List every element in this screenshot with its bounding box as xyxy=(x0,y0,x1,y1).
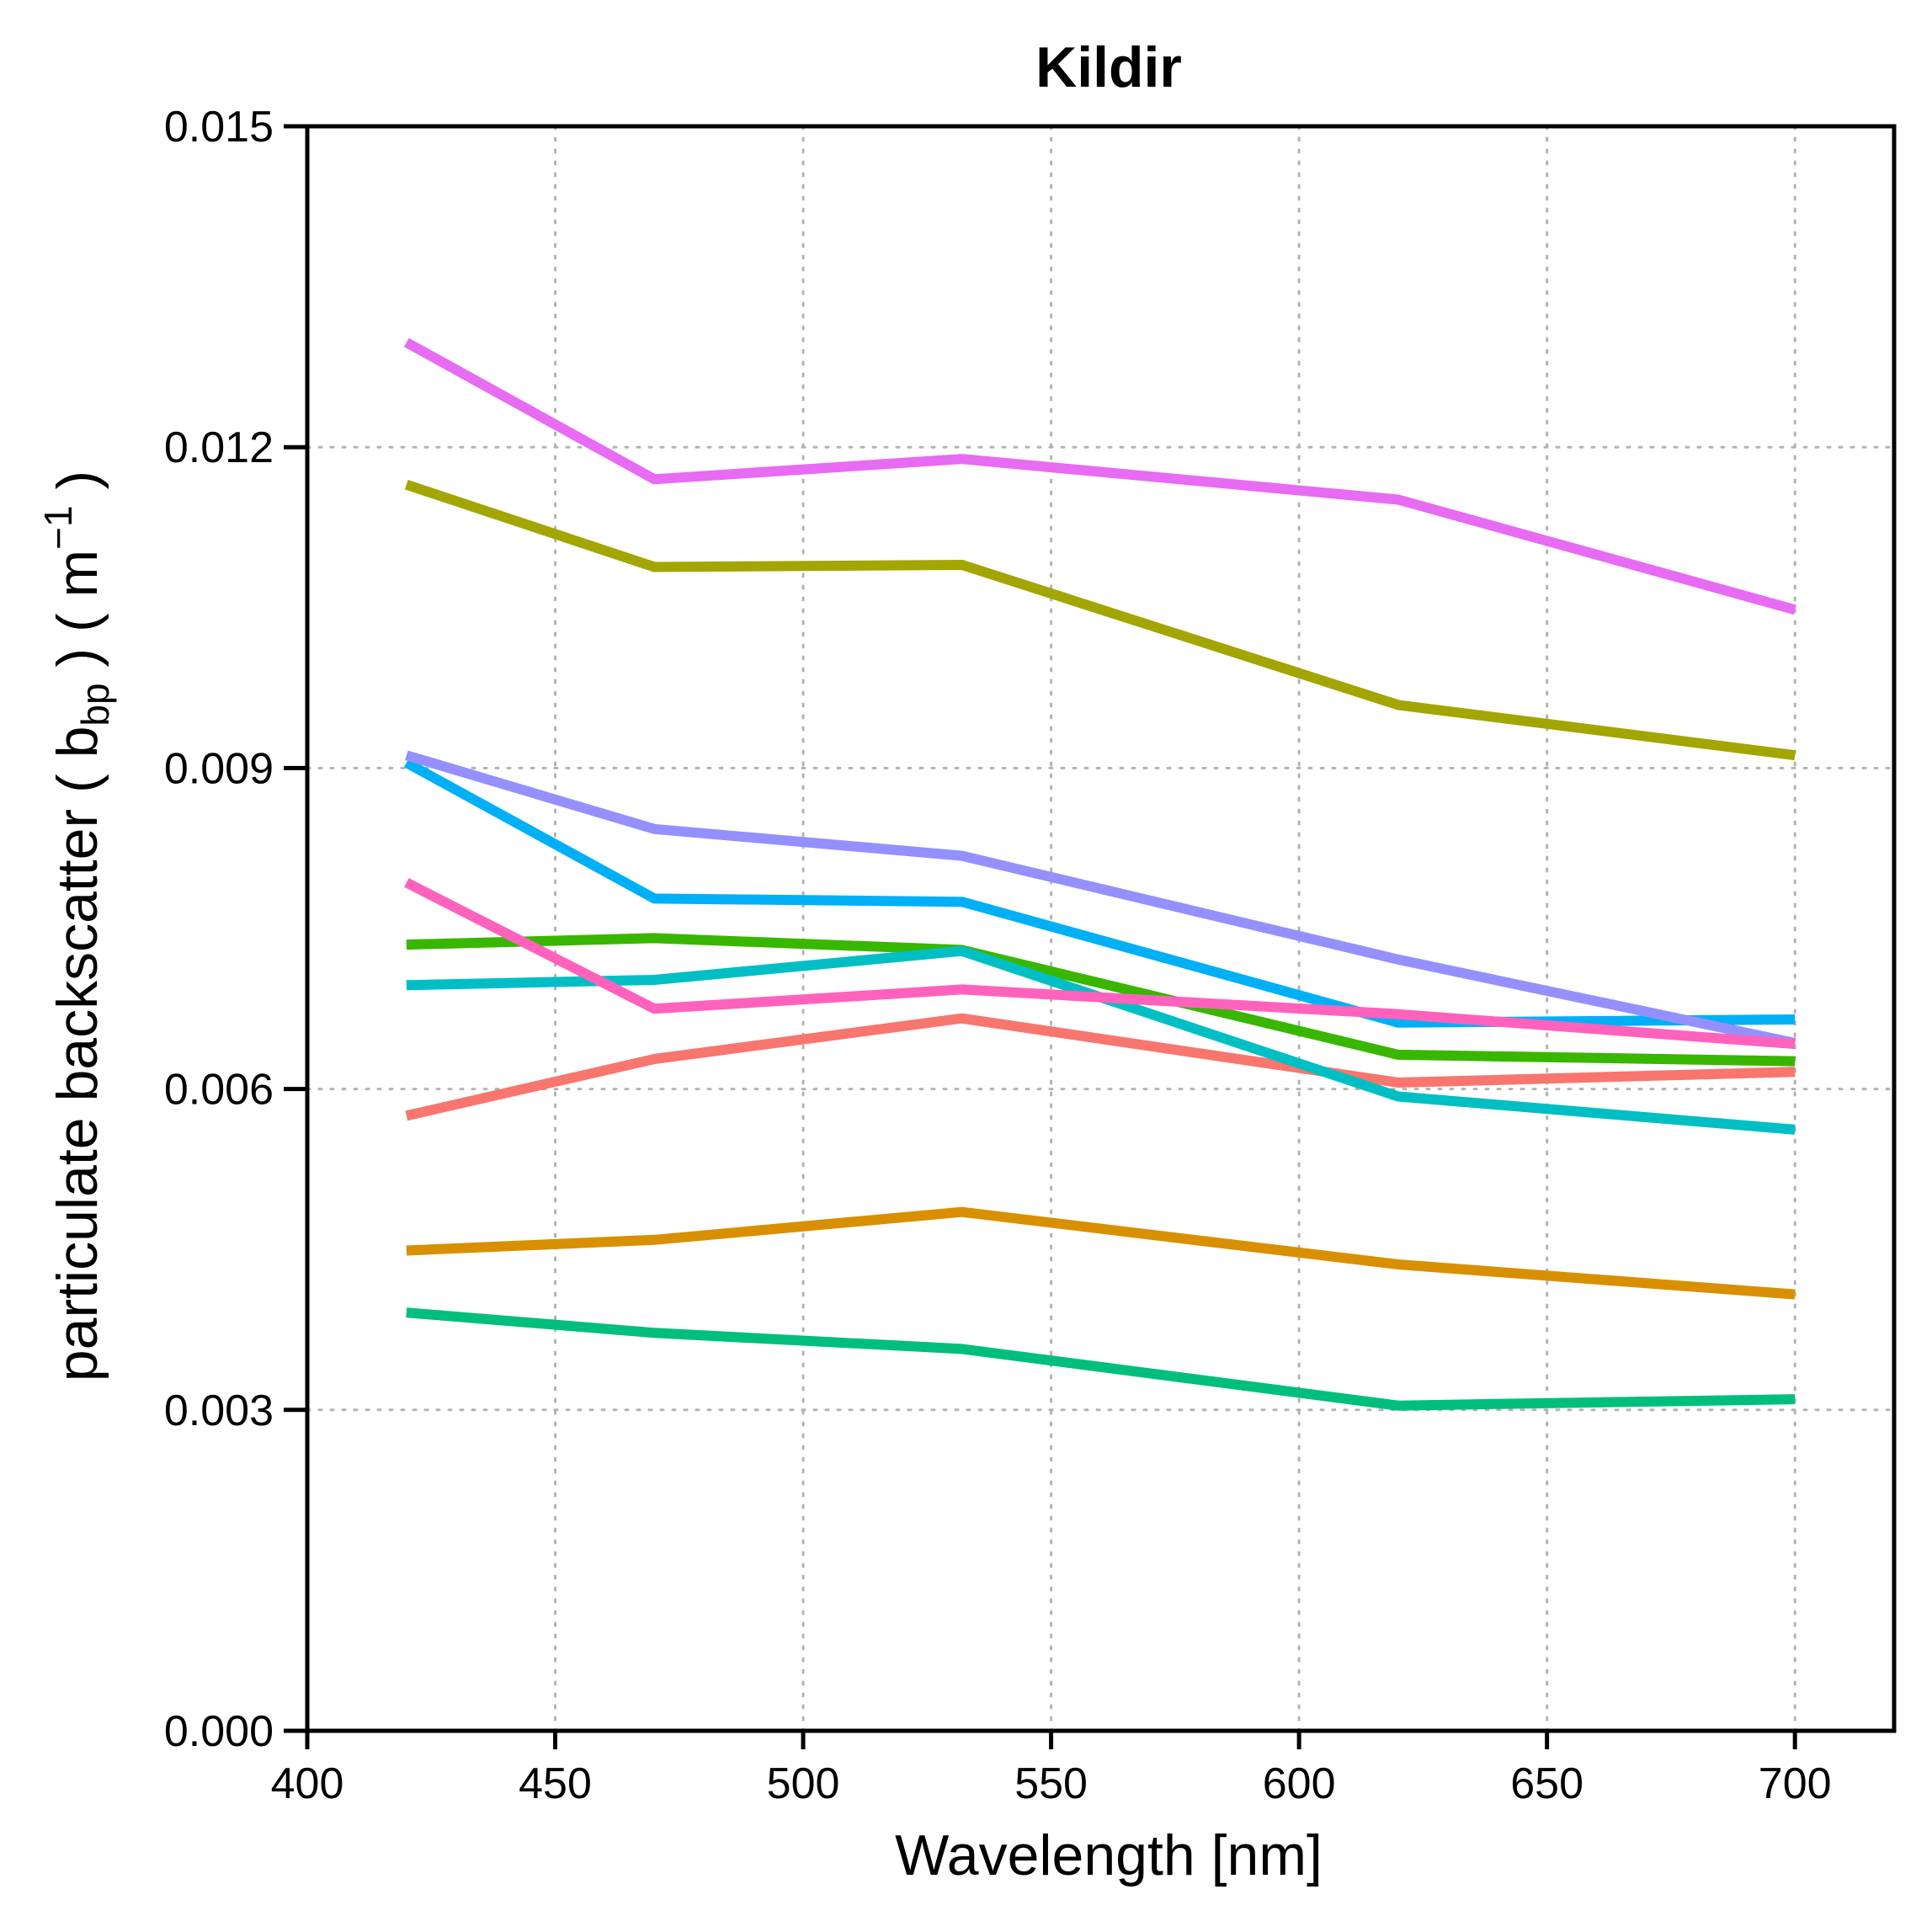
y-tick-label: 0.006 xyxy=(164,1066,274,1115)
series-line-10 xyxy=(404,878,1796,1050)
y-tick-label: 0.000 xyxy=(164,1707,274,1756)
series-line-9 xyxy=(403,338,1796,615)
plot-frame xyxy=(305,124,1897,1733)
x-tick-label: 400 xyxy=(271,1759,344,1808)
series-line-8 xyxy=(405,750,1796,1048)
x-tick-label: 550 xyxy=(1014,1759,1088,1808)
axis-layer: 400 450 500 550 600 650 700 0.000 0.003 0.006 0.00… xyxy=(164,103,1832,1808)
x-axis-title: Wavelength [nm] xyxy=(895,1823,1323,1887)
y-tick-label: 0.003 xyxy=(164,1386,274,1435)
y-tick-label: 0.015 xyxy=(164,103,274,152)
series-layer xyxy=(403,338,1796,1411)
y-axis-title: particulate backscatter ( bbp ) ( m−1 ) xyxy=(36,471,117,1381)
series-line-1 xyxy=(405,1013,1796,1121)
x-tick-label: 650 xyxy=(1510,1759,1583,1808)
y-axis-title-middle: ) ( m xyxy=(45,550,109,684)
y-axis-title-prefix: particulate backscatter ( b xyxy=(45,726,109,1382)
series-line-5 xyxy=(406,1307,1796,1411)
x-tick-label: 700 xyxy=(1759,1759,1832,1808)
y-axis-title-subscript: bp xyxy=(73,683,117,726)
y-axis-title-superscript: −1 xyxy=(36,505,80,549)
y-axis-title-suffix: ) xyxy=(45,471,109,506)
chart-title: Kildir xyxy=(1035,35,1182,99)
x-tick-label: 500 xyxy=(767,1759,840,1808)
grid-layer xyxy=(306,125,1896,1732)
y-tick-label: 0.012 xyxy=(164,423,274,472)
x-tick-label: 450 xyxy=(519,1759,592,1808)
series-line-6 xyxy=(406,945,1796,1135)
series-line-3 xyxy=(404,480,1796,761)
series-line-2 xyxy=(406,1206,1796,1300)
y-tick-label: 0.009 xyxy=(164,744,274,793)
x-tick-label: 600 xyxy=(1263,1759,1336,1808)
